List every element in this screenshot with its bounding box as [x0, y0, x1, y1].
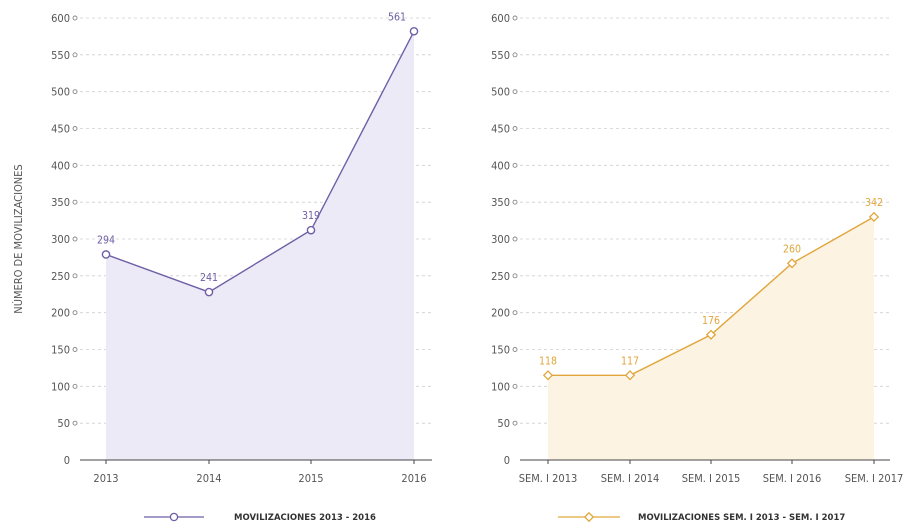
y-tick-label: 500 — [491, 86, 510, 99]
x-tick-label: SEM. I 2015 — [682, 472, 741, 485]
y-tick-mark — [72, 15, 78, 21]
series-line — [105, 30, 415, 293]
data-point — [705, 329, 717, 340]
data-point — [306, 225, 316, 235]
legend-marker — [583, 511, 595, 523]
legend: MOVILIZACIONES SEM. I 2013 - SEM. I 2017 — [558, 511, 845, 523]
y-tick-mark — [512, 383, 518, 389]
y-tick-mark — [512, 89, 518, 95]
y-tick-mark — [512, 420, 518, 426]
y-tick-label: 0 — [64, 454, 70, 467]
data-label: 241 — [200, 272, 218, 284]
data-point — [101, 250, 111, 259]
data-label: 342 — [865, 197, 883, 209]
legend: MOVILIZACIONES 2013 - 2016 — [144, 512, 376, 523]
y-tick-mark — [72, 310, 78, 316]
data-label: 118 — [539, 355, 557, 367]
legend-label: MOVILIZACIONES SEM. I 2013 - SEM. I 2017 — [638, 513, 845, 523]
data-point — [542, 370, 554, 381]
data-label: 117 — [621, 355, 639, 367]
y-tick-mark — [512, 236, 518, 242]
data-label: 176 — [702, 315, 720, 327]
y-tick-mark — [512, 126, 518, 131]
legend-marker — [169, 512, 179, 522]
y-tick-label: 350 — [51, 196, 70, 209]
chart-2: 0 50 100 150 200 250 300 350 400 450 500 550 600 SEM.… — [491, 12, 903, 523]
y-tick-label: 200 — [491, 307, 510, 320]
y-tick-label: 550 — [51, 49, 70, 62]
data-label: 260 — [783, 243, 801, 255]
y-tick-mark — [512, 52, 518, 58]
y-tick-label: 350 — [491, 196, 510, 209]
data-point — [868, 211, 880, 223]
y-tick-mark — [72, 52, 78, 58]
y-tick-label: 600 — [51, 12, 70, 25]
y-tick-mark — [72, 383, 78, 389]
chart-1: 0 50 100 150 200 250 300 350 400 450 500 550 600 NÚME… — [12, 11, 432, 523]
y-tick-label: 200 — [51, 307, 70, 320]
y-tick-label: 450 — [491, 123, 510, 136]
y-tick-label: 300 — [491, 233, 510, 246]
y-tick-label: 100 — [491, 380, 510, 393]
y-tick-label: 400 — [491, 159, 510, 172]
y-tick-mark — [72, 273, 78, 279]
x-tick-label: SEM. I 2017 — [845, 472, 904, 485]
x-tick-label: 2016 — [401, 472, 426, 485]
y-tick-mark — [72, 347, 78, 352]
y-tick-mark — [72, 236, 78, 242]
y-tick-label: 50 — [57, 417, 70, 430]
y-tick-label: 550 — [491, 49, 510, 62]
y-tick-mark — [512, 199, 518, 205]
legend-label: MOVILIZACIONES 2013 - 2016 — [234, 513, 376, 523]
data-label: 294 — [97, 234, 115, 246]
x-tick-label: 2014 — [196, 472, 221, 485]
x-tick-label: SEM. I 2013 — [519, 472, 578, 485]
y-tick-mark — [512, 15, 518, 21]
data-point — [409, 26, 419, 36]
x-tick-label: SEM. I 2014 — [601, 472, 660, 485]
y-tick-label: 300 — [51, 233, 70, 246]
y-tick-label: 0 — [504, 454, 510, 467]
y-tick-label: 50 — [497, 417, 510, 430]
data-label: 561 — [388, 11, 406, 23]
y-tick-mark — [512, 347, 518, 352]
data-label: 319 — [302, 210, 320, 222]
y-tick-label: 150 — [51, 344, 70, 357]
y-tick-label: 100 — [51, 380, 70, 393]
y-tick-label: 500 — [51, 86, 70, 99]
y-tick-label: 150 — [491, 344, 510, 357]
x-tick-label: 2015 — [298, 472, 323, 485]
x-tick-label: SEM. I 2016 — [763, 472, 822, 485]
y-tick-mark — [72, 162, 78, 168]
x-tick-label: 2013 — [93, 472, 118, 485]
y-tick-label: 250 — [491, 270, 510, 283]
y-tick-mark — [72, 126, 78, 131]
series-area — [106, 31, 414, 460]
y-tick-mark — [72, 420, 78, 426]
y-tick-label: 450 — [51, 123, 70, 136]
y-tick-mark — [72, 199, 78, 205]
data-point — [204, 287, 214, 297]
y-tick-mark — [512, 310, 518, 316]
data-point — [786, 258, 798, 269]
y-tick-label: 600 — [491, 12, 510, 25]
y-tick-mark — [512, 162, 518, 168]
y-tick-mark — [72, 89, 78, 95]
y-tick-label: 250 — [51, 270, 70, 283]
y-tick-label: 400 — [51, 159, 70, 172]
data-point — [624, 370, 636, 381]
y-axis-label: NÚMERO DE MOVILIZACIONES — [12, 164, 25, 313]
y-tick-mark — [512, 273, 518, 279]
